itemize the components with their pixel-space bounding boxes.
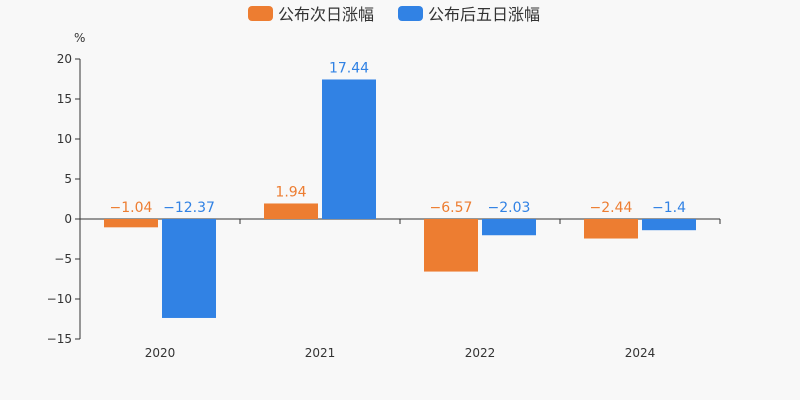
bar-labels: −1.04 −12.37 1.94 17.44 −6.57 −2.03 −2.44 −1.4 (110, 60, 687, 216)
legend-label-series-0: 公布次日涨幅 (278, 5, 374, 24)
y-axis-unit-label: % (74, 31, 85, 45)
y-tick-label: −15 (47, 332, 72, 346)
bar-series-1-2022[interactable] (482, 219, 536, 236)
y-tick-label: 10 (57, 132, 72, 146)
axes: 20 15 10 5 0 −5 −10 −15 2020 2021 2022 2024 (47, 52, 721, 360)
y-tick-label: 20 (57, 52, 72, 66)
y-tick-label: 0 (64, 212, 72, 226)
legend-item-series-1[interactable]: 公布后五日涨幅 (398, 5, 540, 24)
bar-series-1-2020[interactable] (162, 219, 216, 318)
x-tick-label: 2024 (625, 346, 656, 360)
bar-series-0-2020[interactable] (104, 219, 158, 228)
bars (104, 79, 696, 318)
legend-swatch-series-1 (398, 6, 423, 21)
bar-series-0-2021[interactable] (264, 203, 318, 219)
data-label-series-0-2022: −6.57 (430, 200, 473, 216)
data-label-series-1-2021: 17.44 (329, 60, 369, 76)
data-label-series-0-2021: 1.94 (275, 184, 306, 200)
y-tick-label: −5 (54, 252, 72, 266)
legend: 公布次日涨幅 公布后五日涨幅 (248, 5, 540, 24)
data-label-series-1-2024: −1.4 (652, 200, 686, 216)
data-label-series-1-2022: −2.03 (488, 200, 531, 216)
legend-item-series-0[interactable]: 公布次日涨幅 (248, 5, 374, 24)
x-tick-label: 2020 (145, 346, 176, 360)
bar-series-1-2024[interactable] (642, 219, 696, 231)
x-tick-label: 2022 (465, 346, 496, 360)
legend-swatch-series-0 (248, 6, 273, 21)
bar-series-0-2024[interactable] (584, 219, 638, 239)
x-tick-label: 2021 (305, 346, 336, 360)
y-tick-label: 15 (57, 92, 72, 106)
legend-label-series-1: 公布后五日涨幅 (428, 5, 540, 24)
y-tick-label: −10 (47, 292, 72, 306)
bar-series-0-2022[interactable] (424, 219, 478, 272)
bar-series-1-2021[interactable] (322, 79, 376, 219)
data-label-series-0-2024: −2.44 (590, 200, 633, 216)
data-label-series-0-2020: −1.04 (110, 200, 153, 216)
data-label-series-1-2020: −12.37 (163, 200, 215, 216)
y-tick-label: 5 (64, 172, 72, 186)
